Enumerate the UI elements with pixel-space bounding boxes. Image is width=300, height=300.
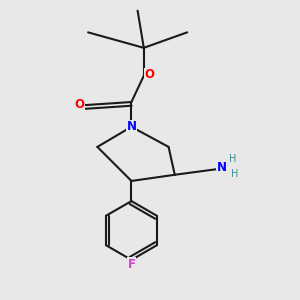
- Text: F: F: [128, 258, 135, 271]
- Text: N: N: [217, 160, 227, 173]
- Text: O: O: [74, 98, 84, 111]
- Text: O: O: [144, 68, 154, 81]
- Text: H: H: [229, 154, 237, 164]
- Text: H: H: [230, 169, 238, 179]
- Text: N: N: [126, 120, 136, 133]
